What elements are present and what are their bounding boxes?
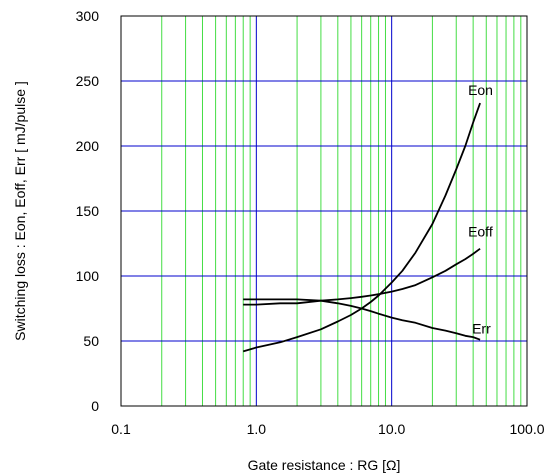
x-tick-label: 10.0 — [378, 421, 405, 437]
y-tick-label: 300 — [76, 8, 100, 24]
series-eoff-line — [243, 247, 481, 306]
y-tick-label: 250 — [76, 73, 100, 89]
x-tick-label: 100.0 — [509, 421, 544, 437]
series-eon-line — [242, 102, 481, 353]
y-tick-label: 50 — [83, 333, 99, 349]
series-eoff-label: Eoff — [468, 224, 493, 240]
y-tick-label: 100 — [76, 268, 100, 284]
plot-frame — [120, 15, 528, 407]
series-labels: Eon Eoff Err — [468, 82, 493, 337]
y-tick-label: 200 — [76, 138, 100, 154]
series-lines — [242, 102, 481, 353]
series-err-label: Err — [472, 321, 491, 337]
y-axis-title: Switching loss : Eon, Eoff, Err [ mJ/pul… — [12, 81, 28, 341]
x-tick-label: 1.0 — [247, 421, 267, 437]
x-axis-title: Gate resistance : RG [Ω] — [248, 457, 401, 473]
x-tick-labels: 0.1 1.0 10.0 100.0 — [111, 421, 544, 437]
x-tick-label: 0.1 — [111, 421, 131, 437]
series-err-line — [243, 298, 481, 341]
major-gridlines — [120, 15, 528, 407]
y-tick-labels: 0 50 100 150 200 250 300 — [76, 8, 100, 414]
y-tick-label: 150 — [76, 203, 100, 219]
y-tick-label: 0 — [91, 398, 99, 414]
series-eon-label: Eon — [468, 82, 493, 98]
